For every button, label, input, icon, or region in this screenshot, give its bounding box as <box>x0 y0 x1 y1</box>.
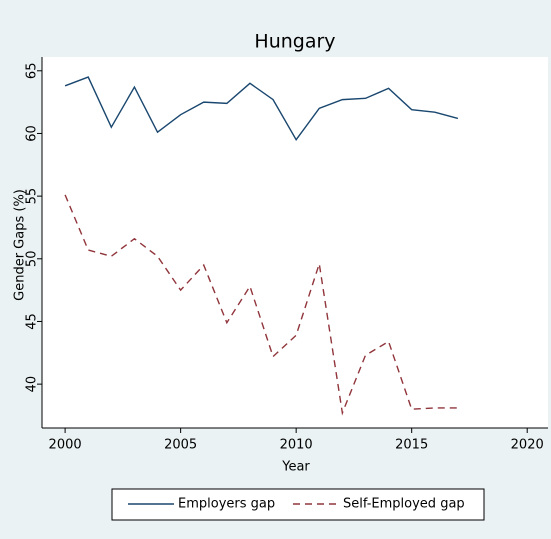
y-tick-label: 65 <box>25 63 40 80</box>
series-line <box>64 76 459 142</box>
plot-area <box>42 57 548 428</box>
legend-label: Self-Employed gap <box>343 497 465 512</box>
y-tick-label: 45 <box>25 313 40 330</box>
y-tick-label: 40 <box>25 376 40 393</box>
y-tick-label: 50 <box>25 251 40 268</box>
x-tick-label: 2010 <box>280 438 313 453</box>
y-axis-title: Gender Gaps (%) <box>13 189 28 301</box>
x-tick-label: 2000 <box>49 438 82 453</box>
chart-title: Hungary <box>254 31 335 53</box>
y-tick-label: 60 <box>25 125 40 142</box>
x-axis-title: Year <box>281 460 310 475</box>
x-tick-label: 2005 <box>164 438 197 453</box>
legend-label: Employers gap <box>178 497 275 512</box>
y-tick-label: 55 <box>25 188 40 205</box>
x-tick-label: 2015 <box>395 438 428 453</box>
x-tick-label: 2020 <box>511 438 544 453</box>
